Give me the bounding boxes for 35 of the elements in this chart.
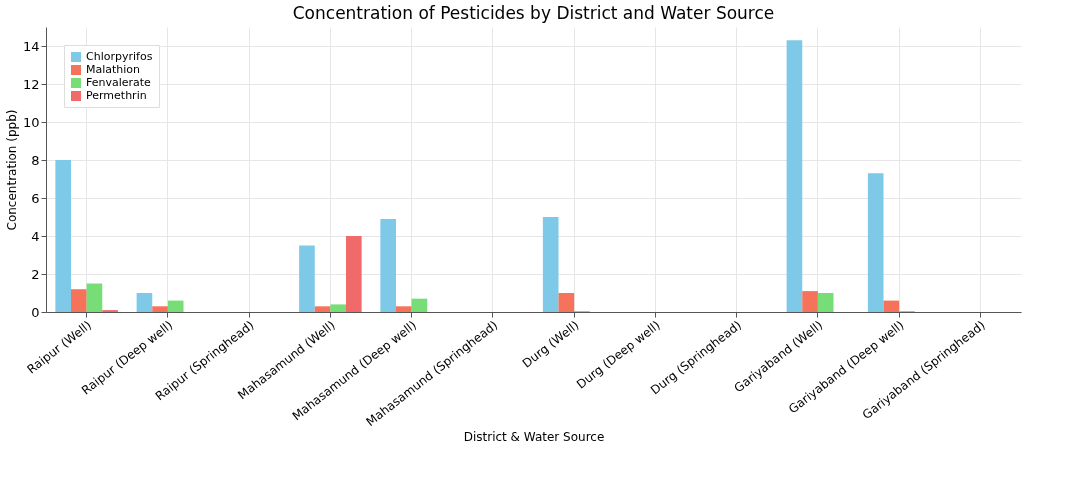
bar xyxy=(380,218,396,312)
bar xyxy=(817,293,834,312)
y-axis-title: Concentration (ppb) xyxy=(4,109,19,231)
bar xyxy=(299,245,315,312)
bar xyxy=(542,217,559,312)
bar xyxy=(71,289,87,312)
legend-label: Fenvalerate xyxy=(86,76,152,89)
y-tick-label: 0 xyxy=(31,304,40,320)
bar xyxy=(867,173,884,312)
bar xyxy=(167,300,184,312)
bar xyxy=(346,236,362,312)
y-tick-label: 8 xyxy=(31,152,40,168)
bar xyxy=(786,40,803,312)
y-tick-label: 2 xyxy=(31,266,40,282)
legend-label: Permethrin xyxy=(86,89,147,102)
chart-title: Concentration of Pesticides by District and Water Source xyxy=(292,3,775,23)
bar xyxy=(558,293,575,312)
legend-label: Malathion xyxy=(86,63,141,76)
x-axis-title: District & Water Source xyxy=(463,430,605,445)
bar xyxy=(883,300,900,312)
y-tick-label: 10 xyxy=(22,114,40,130)
y-tick-label: 14 xyxy=(22,38,40,54)
bar xyxy=(55,160,71,312)
legend-label: Chlorpyrifos xyxy=(86,50,153,63)
bar xyxy=(330,304,346,312)
bar xyxy=(136,293,153,312)
y-tick-label: 12 xyxy=(22,76,40,92)
bar xyxy=(314,306,331,312)
bar xyxy=(86,283,103,312)
bar xyxy=(411,298,428,312)
y-tick-label: 6 xyxy=(31,190,40,206)
bar xyxy=(802,291,818,312)
bar xyxy=(152,306,168,312)
bar xyxy=(396,306,412,312)
y-tick-label: 4 xyxy=(31,228,40,244)
